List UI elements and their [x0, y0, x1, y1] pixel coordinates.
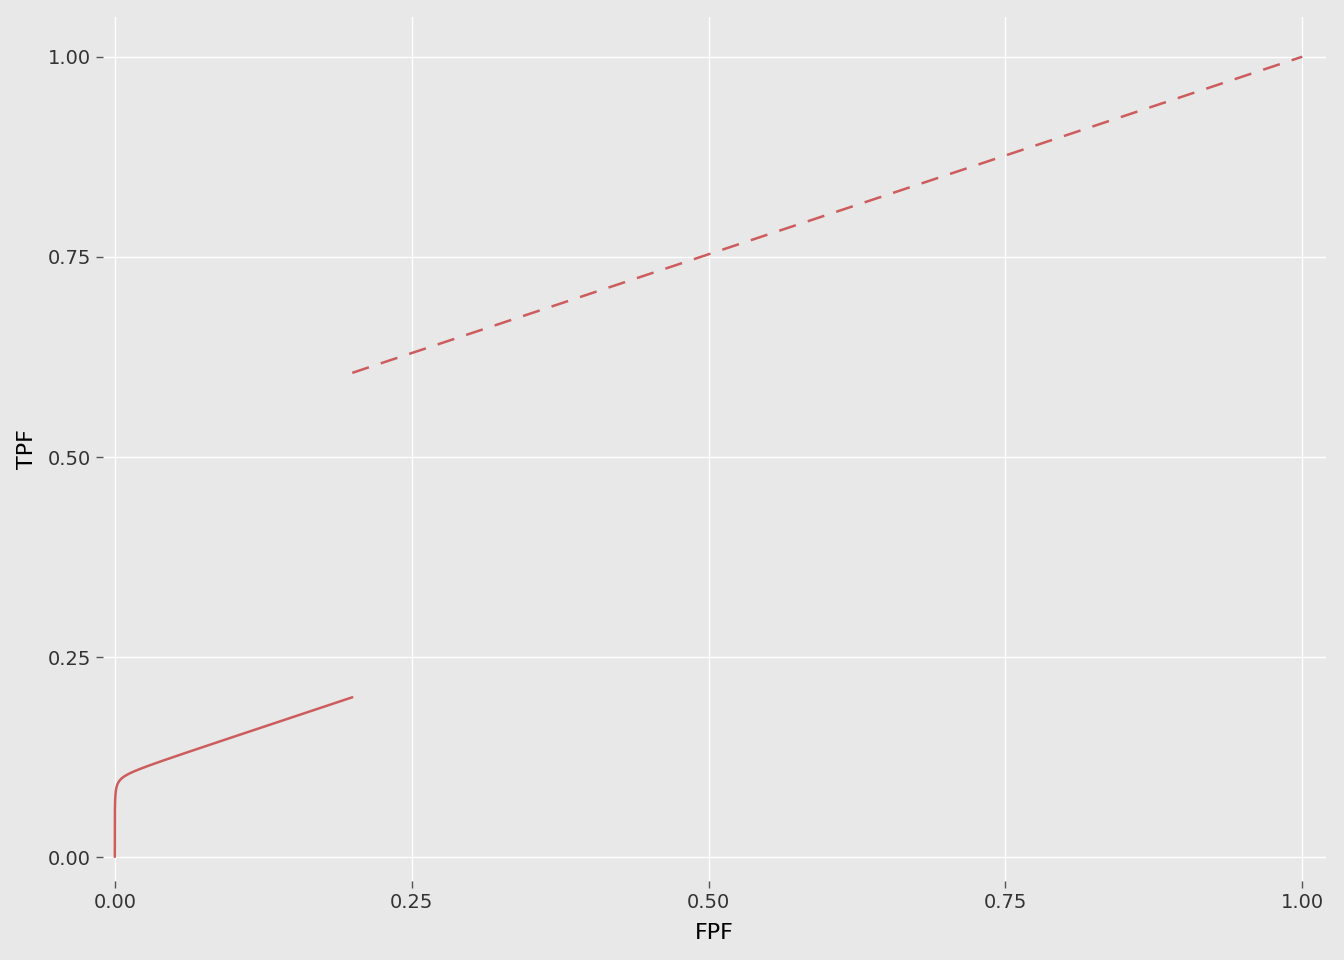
Y-axis label: TPF: TPF — [16, 429, 36, 469]
X-axis label: FPF: FPF — [695, 924, 734, 944]
